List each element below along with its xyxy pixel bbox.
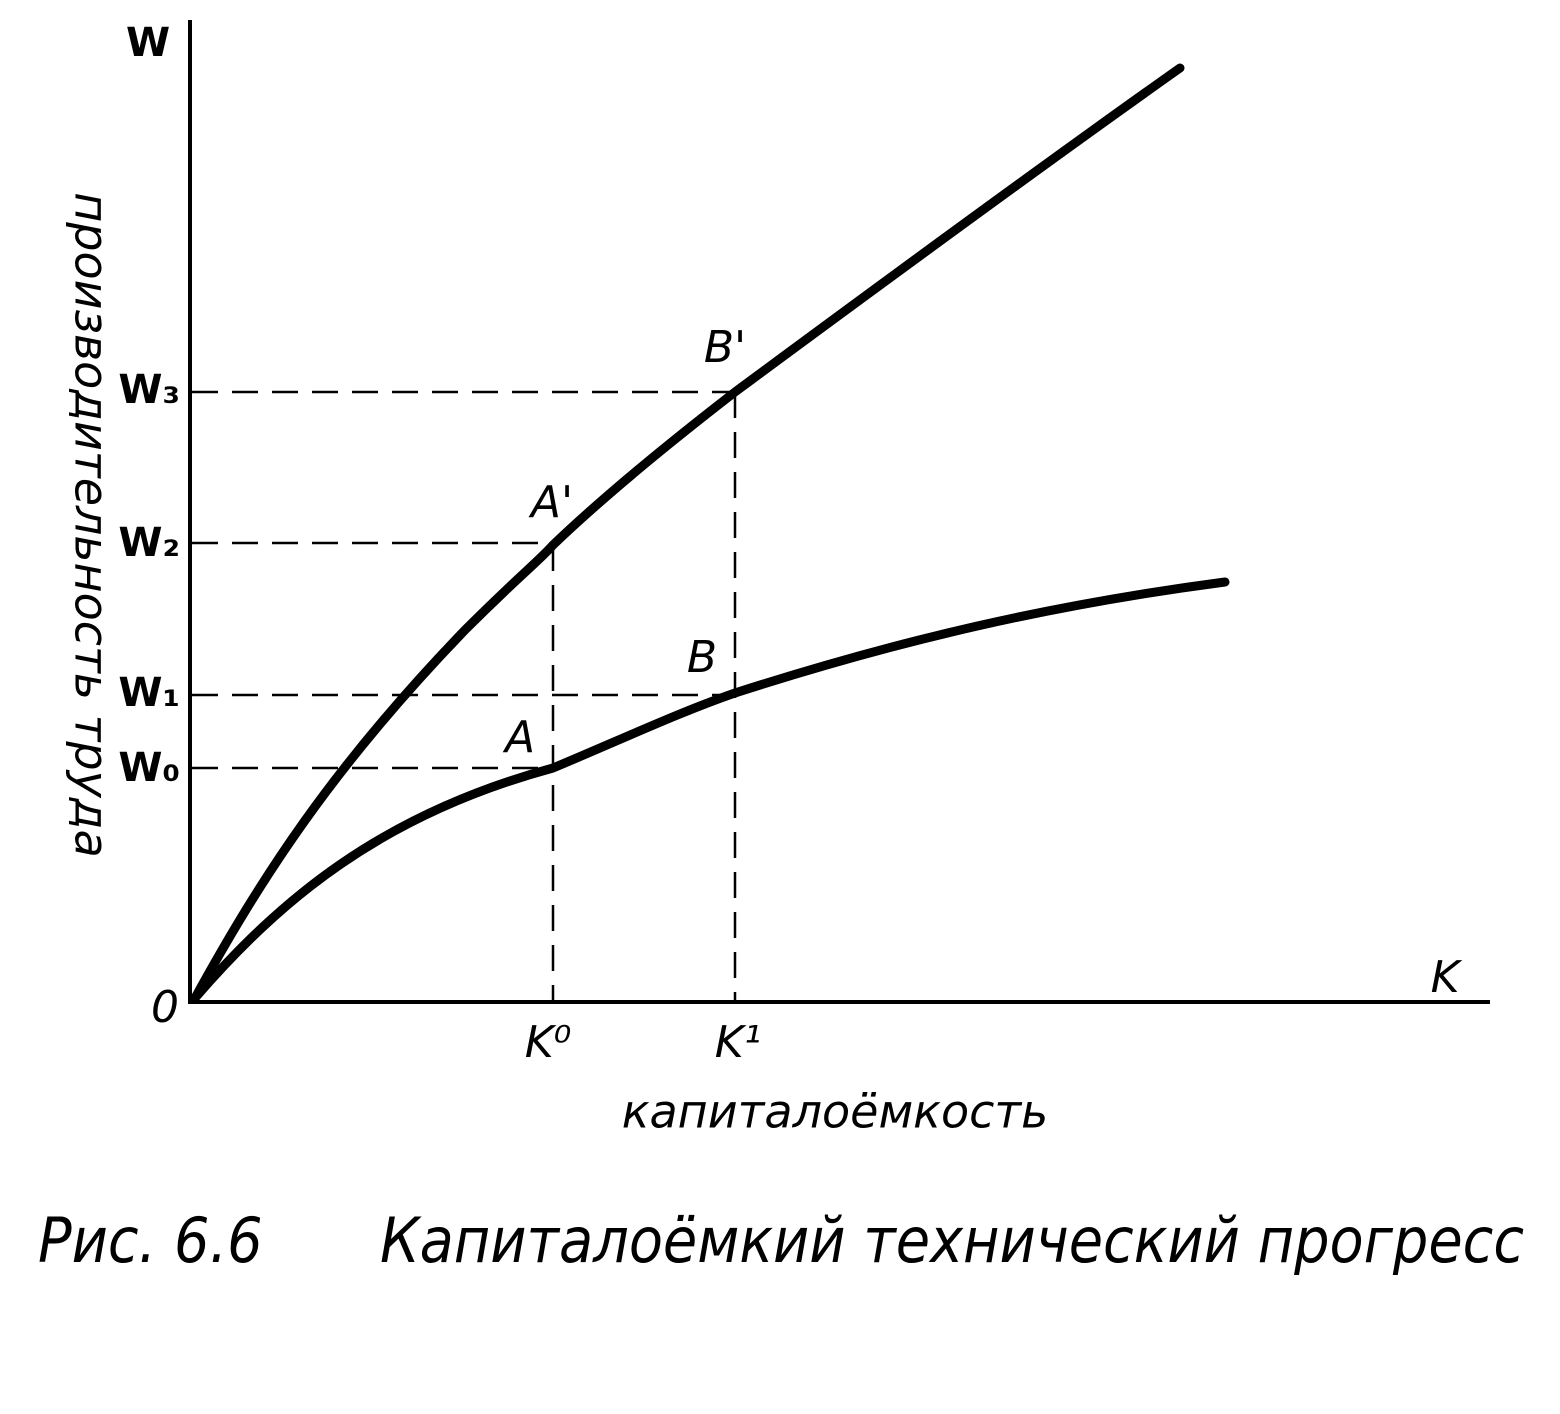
x-tick-label: K¹ [715,1017,762,1068]
caption-title: Капиталоёмкий технический прогресс [380,1204,1524,1277]
upper-curve [190,63,1185,1003]
point-label: A' [528,477,573,528]
y-tick-label: W₁ [118,670,180,716]
x-axis-title: капиталоёмкость [622,1085,1049,1139]
point-label: B [687,632,717,683]
x-axis-label: K [1431,952,1463,1003]
y-tick-label: W₃ [118,367,180,413]
y-tick-label: W₂ [118,520,180,566]
point-label: B' [704,322,746,373]
point-label: A [502,712,535,763]
caption-number: Рис. 6.6 [38,1204,263,1277]
y-axis-title: производительность труда [65,192,119,858]
y-tick-label: W₀ [118,745,180,791]
guide-lines [192,390,737,1000]
origin-label: 0 [151,982,179,1033]
x-tick-label: K⁰ [525,1017,572,1068]
y-axis-label: W [126,20,170,66]
lower-curve [190,577,1230,1003]
